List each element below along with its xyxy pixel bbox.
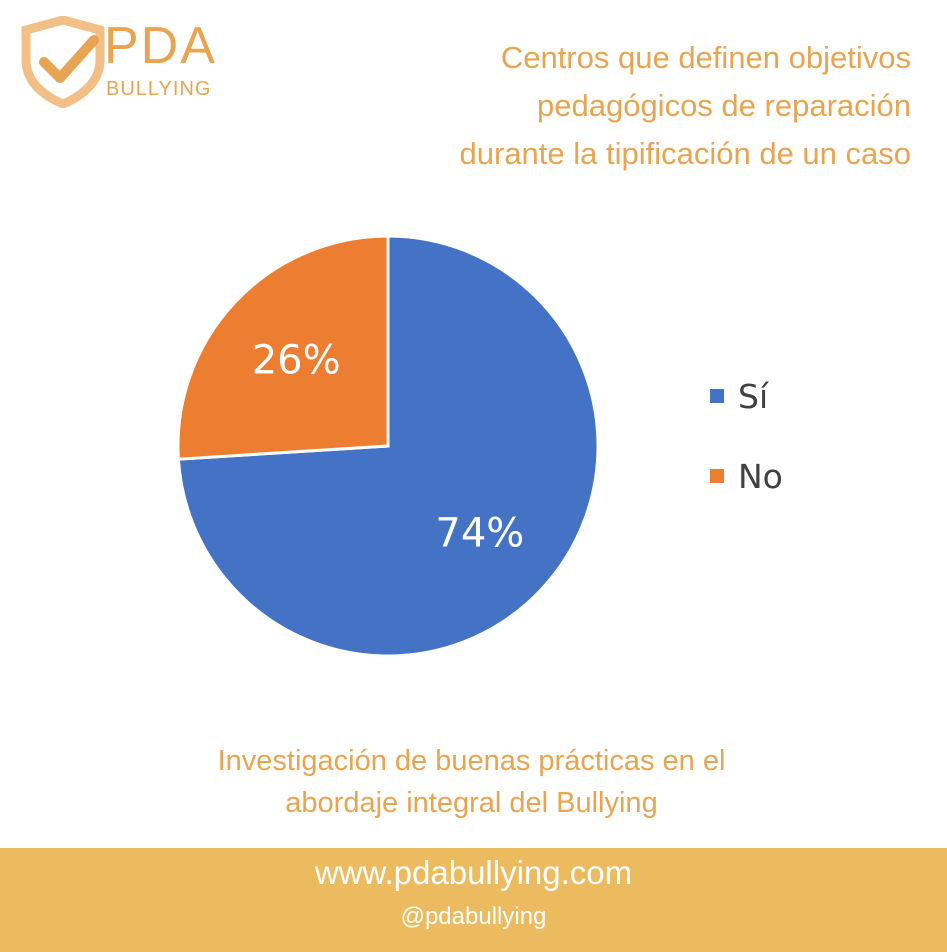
pie-slice-no: [176, 234, 390, 461]
caption-line: Investigación de buenas prácticas en el: [217, 745, 726, 777]
chart-legend: Sí No: [710, 377, 783, 496]
pie-data-labels: 74% 26%: [252, 338, 525, 557]
legend-swatch-si: [710, 389, 724, 403]
footer-social-handle[interactable]: @pdabullying: [400, 903, 547, 930]
caption-line: abordaje integral del Bullying: [285, 787, 658, 819]
logo: PDA BULLYING: [18, 16, 218, 111]
shield-check-icon: [21, 16, 105, 108]
pie-slices: [176, 234, 600, 658]
title-line: Centros que definen objetivos: [500, 40, 911, 75]
title-line: durante la tipificación de un caso: [459, 136, 911, 171]
footer-url-link[interactable]: www.pdabullying.com: [314, 854, 633, 891]
title-line: pedagógicos de reparación: [537, 88, 911, 123]
chart-title: Centros que definen objetivos pedagógico…: [351, 34, 911, 178]
data-label-si: 74%: [435, 510, 524, 556]
data-label-no: 26%: [252, 338, 341, 384]
legend-label-si: Sí: [738, 377, 770, 416]
logo-text-bullying: BULLYING: [106, 78, 212, 100]
legend-label-no: No: [738, 457, 783, 496]
legend-swatch-no: [710, 469, 724, 483]
caption: Investigación de buenas prácticas en el …: [0, 740, 945, 824]
pie-chart: 74% 26% Sí No: [176, 234, 783, 658]
logo-text-pda: PDA: [104, 17, 217, 75]
footer-bar: [0, 848, 947, 952]
